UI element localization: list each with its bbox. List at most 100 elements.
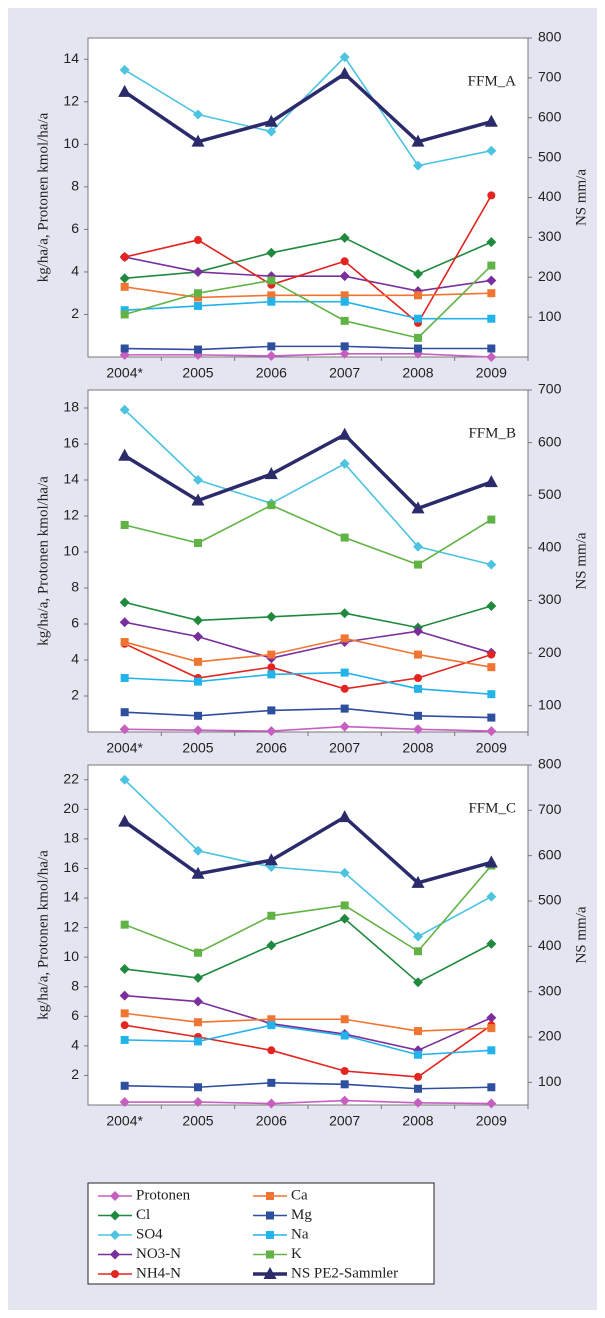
y2-tick-label: 800 <box>538 29 562 45</box>
marker <box>340 291 349 300</box>
marker <box>340 668 349 677</box>
marker <box>487 663 496 672</box>
marker <box>194 657 202 666</box>
y2-tick-label: 700 <box>538 381 562 397</box>
y-tick-label: 6 <box>71 615 79 631</box>
marker <box>193 615 203 626</box>
x-tick-label: 2008 <box>402 1113 433 1129</box>
marker <box>264 853 278 866</box>
marker <box>340 704 349 713</box>
marker <box>340 684 349 693</box>
y-axis-label: kg/ha/a, Protonen kmol/ha/a <box>35 476 51 646</box>
series-line <box>124 643 492 690</box>
marker <box>120 282 129 291</box>
series-line <box>124 1024 492 1078</box>
y-tick-label: 10 <box>63 948 79 964</box>
legend-marker <box>110 1230 120 1240</box>
marker <box>267 291 276 300</box>
legend-label: Ca <box>291 1187 308 1203</box>
marker <box>120 306 129 315</box>
marker <box>413 541 423 552</box>
legend-marker <box>110 1191 120 1201</box>
y2-axis-label: NS mm/a <box>573 532 589 589</box>
marker <box>194 289 202 298</box>
marker <box>267 501 276 510</box>
legend-label: NS PE2-Sammler <box>291 1265 398 1281</box>
marker <box>267 342 276 351</box>
y2-axis-label: NS mm/a <box>573 169 589 226</box>
y2-tick-label: 300 <box>538 982 562 998</box>
marker <box>193 109 203 120</box>
y2-tick-label: 800 <box>538 756 562 772</box>
marker <box>487 1083 496 1092</box>
y-tick-label: 16 <box>63 859 79 875</box>
marker <box>484 114 498 127</box>
marker <box>120 310 129 319</box>
marker <box>339 913 350 924</box>
y-tick-label: 18 <box>63 830 79 846</box>
marker <box>413 269 423 280</box>
legend-marker <box>111 1270 119 1278</box>
y-tick-label: 12 <box>63 918 79 934</box>
marker <box>413 1097 423 1108</box>
series-line <box>124 1024 492 1056</box>
marker <box>119 64 130 75</box>
legend-label: Protonen <box>136 1187 191 1203</box>
series-line <box>124 409 492 566</box>
marker <box>340 1080 349 1089</box>
marker <box>194 345 202 354</box>
series-line <box>124 256 492 292</box>
marker <box>191 866 205 879</box>
annotation: FFM_B <box>468 425 516 441</box>
marker <box>267 1015 276 1024</box>
y2-tick-label: 200 <box>538 644 562 660</box>
marker <box>193 475 203 485</box>
marker <box>411 501 425 514</box>
marker <box>486 145 497 156</box>
marker <box>194 1037 202 1046</box>
marker <box>119 774 130 785</box>
x-tick-label: 2005 <box>182 740 213 756</box>
marker <box>193 996 203 1007</box>
marker <box>414 1050 422 1059</box>
marker <box>267 706 276 715</box>
marker <box>340 634 349 643</box>
marker <box>339 232 350 243</box>
y-tick-label: 20 <box>63 800 79 816</box>
marker <box>414 947 422 956</box>
marker <box>267 276 276 285</box>
marker <box>339 348 350 359</box>
x-tick-label: 2004* <box>106 740 143 756</box>
marker <box>340 1067 349 1075</box>
x-tick-label: 2009 <box>476 1113 507 1129</box>
y2-tick-label: 500 <box>538 892 562 908</box>
marker <box>339 608 350 619</box>
marker <box>194 677 202 686</box>
y2-tick-label: 400 <box>538 539 562 555</box>
marker <box>193 631 203 642</box>
marker <box>340 1031 349 1040</box>
marker <box>194 1018 202 1027</box>
marker <box>194 711 202 720</box>
marker <box>120 1035 129 1044</box>
x-tick-label: 2004* <box>106 1113 143 1129</box>
y2-tick-label: 200 <box>538 1028 562 1044</box>
marker <box>194 301 202 310</box>
marker <box>120 708 129 717</box>
x-tick-label: 2004* <box>106 365 143 381</box>
series-line <box>124 637 492 668</box>
x-tick-label: 2007 <box>329 740 360 756</box>
marker <box>414 314 422 323</box>
y-tick-label: 8 <box>71 178 79 194</box>
marker <box>119 964 130 974</box>
y-tick-label: 2 <box>71 1066 79 1082</box>
marker <box>264 114 278 127</box>
marker <box>484 855 498 868</box>
marker <box>266 247 277 258</box>
y-tick-label: 12 <box>63 93 79 109</box>
marker <box>267 1078 276 1087</box>
series-line <box>124 194 493 325</box>
y-tick-label: 18 <box>63 399 79 415</box>
marker <box>486 275 497 286</box>
y-tick-label: 6 <box>71 1007 79 1023</box>
